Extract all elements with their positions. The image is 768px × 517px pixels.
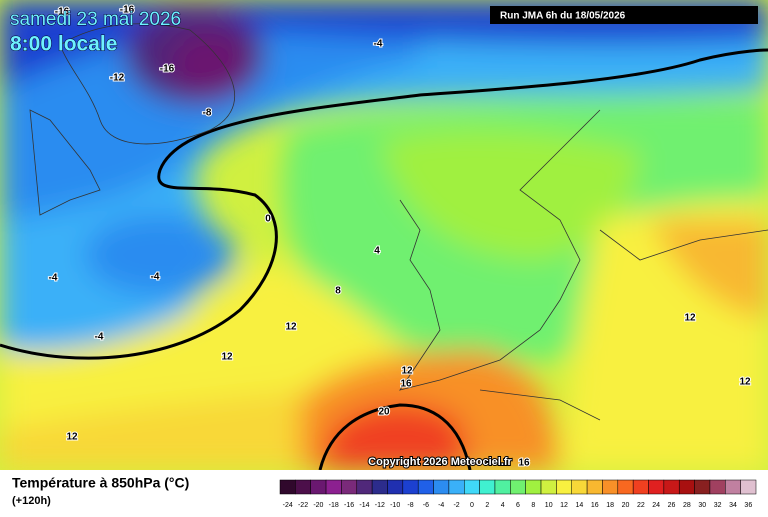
legend-label: -10 (390, 502, 400, 509)
run-box (490, 6, 758, 24)
legend-swatch (617, 479, 634, 495)
legend-swatch (556, 479, 572, 495)
contour-label: -4 (49, 273, 58, 284)
contour-label: -16 (120, 5, 135, 16)
legend-swatch (402, 479, 419, 495)
contour-label: -4 (95, 332, 104, 343)
legend-swatch (648, 479, 665, 495)
legend-label: -4 (438, 502, 444, 509)
legend-swatch (371, 479, 388, 495)
contour-labels: -16 -16 -4 -12 -16 -8 0 4 -4 -4 -4 8 12 12 12 16 20 12 12 1… (48, 4, 752, 470)
legend-label: -22 (298, 502, 308, 509)
legend-label: -8 (407, 502, 413, 509)
contour-label: 12 (285, 322, 297, 333)
contour-label: 4 (374, 246, 380, 257)
legend-label: 32 (714, 502, 722, 509)
coastline (29, 23, 235, 216)
contour-label: 12 (739, 377, 751, 388)
legend-label: -6 (423, 502, 429, 509)
legend-swatch (295, 479, 311, 495)
legend-label: 22 (637, 502, 645, 509)
legend-swatch (464, 479, 480, 495)
legend-swatch (602, 479, 619, 495)
legend-swatch (433, 479, 450, 495)
legend-swatch (448, 479, 465, 495)
contour-label: 20 (378, 407, 390, 418)
contour-label: -8 (203, 108, 212, 119)
contour-label: -4 (374, 39, 383, 50)
contour-label: -16 (55, 7, 70, 18)
legend-label: 6 (516, 502, 520, 509)
contour-label: 12 (221, 352, 233, 363)
legend-label: 2 (485, 502, 489, 509)
legend-label: 34 (729, 502, 737, 509)
legend-swatch (632, 479, 649, 495)
legend-swatch (709, 479, 726, 495)
footer-title: Température à 850hPa (°C) (12, 475, 189, 491)
legend-swatch (479, 479, 496, 495)
legend-label: 12 (560, 502, 568, 509)
legend-swatch (310, 479, 327, 495)
isotherm-twenty (318, 403, 472, 470)
legend-swatch (525, 479, 542, 495)
legend-swatch (341, 479, 358, 495)
legend-label: 8 (531, 502, 535, 509)
legend-label: -12 (375, 502, 385, 509)
legend-label: 28 (683, 502, 691, 509)
legend-label: -2 (453, 502, 459, 509)
legend-swatch (694, 479, 711, 495)
contour-label: 8 (335, 286, 341, 297)
legend-label: 36 (744, 502, 752, 509)
legend-label: 30 (698, 502, 706, 509)
legend-label: 0 (470, 502, 474, 509)
legend-label: 4 (501, 502, 505, 509)
run-info: Run JMA 6h du 18/05/2026 (500, 11, 626, 22)
footer-lead: (+120h) (12, 495, 51, 507)
legend-swatch (725, 479, 741, 495)
legend-swatch (586, 479, 603, 495)
contour-label: -16 (160, 64, 175, 75)
legend-swatch (417, 479, 434, 495)
contour-label: 12 (684, 313, 696, 324)
legend-label: 24 (652, 502, 660, 509)
legend-swatch (540, 479, 557, 495)
legend-swatch (571, 479, 588, 495)
contour-label: 16 (518, 458, 530, 469)
temperature-field: -16 -16 -4 -12 -16 -8 0 4 -4 -4 -4 8 12 12 12 16 20 12 12 1… (0, 0, 768, 470)
legend-swatch (279, 479, 296, 495)
isotherm-zero (0, 48, 768, 360)
contour-label: 12 (66, 432, 78, 443)
legend-label: 18 (606, 502, 614, 509)
legend-swatch (387, 479, 404, 495)
contour-label: 16 (400, 379, 412, 390)
legend-swatch (663, 479, 680, 495)
legend-label: -14 (359, 502, 369, 509)
legend-swatch (740, 479, 757, 495)
legend-label: 10 (545, 502, 553, 509)
legend-label: 14 (576, 502, 584, 509)
legend-swatch (678, 479, 695, 495)
legend-swatch (510, 479, 526, 495)
legend-swatch (494, 479, 511, 495)
legend-label: -16 (344, 502, 354, 509)
legend-label: -24 (283, 502, 293, 509)
legend-label: 20 (622, 502, 630, 509)
legend-label: 16 (591, 502, 599, 509)
copyright: Copyright 2026 Meteociel.fr (368, 456, 512, 468)
forecast-time: 8:00 locale (10, 33, 117, 56)
legend-label: -20 (313, 502, 323, 509)
forecast-date: samedi 23 mai 2026 (10, 9, 181, 30)
legend-label: -18 (329, 502, 339, 509)
contour-label: 12 (401, 366, 413, 377)
contour-label: 0 (265, 214, 271, 225)
color-scale: -24 -22 -20 -18 -16 -14 -12 -10 -8 -6 -4 -2 0 2 4 6 8 10 1… (279, 479, 757, 509)
contour-label: -12 (110, 73, 125, 84)
coastline (399, 109, 768, 421)
legend-label: 26 (668, 502, 676, 509)
legend-swatch (325, 479, 342, 495)
legend-swatch (356, 479, 373, 495)
contour-label: -4 (151, 272, 160, 283)
